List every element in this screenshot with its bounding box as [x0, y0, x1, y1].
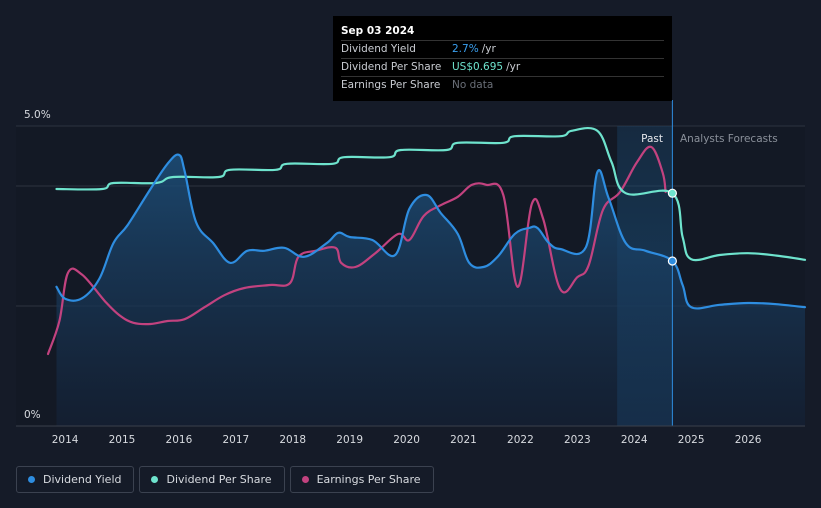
tooltip-date: Sep 03 2024	[341, 22, 664, 41]
forecast-label: Analysts Forecasts	[680, 133, 778, 145]
x-tick-label: 2014	[52, 434, 79, 446]
x-tick-label: 2024	[621, 434, 648, 446]
x-tick-label: 2021	[450, 434, 477, 446]
legend: Dividend Yield Dividend Per Share Earnin…	[16, 466, 434, 493]
x-tick-label: 2018	[279, 434, 306, 446]
current-value-marker	[667, 256, 677, 266]
tooltip-row-earnings-per-share: Earnings Per Share No data	[341, 77, 664, 94]
legend-item-dividend-yield[interactable]: Dividend Yield	[16, 466, 135, 493]
x-tick-label: 2025	[678, 434, 705, 446]
dividend-per-share-line	[55, 126, 807, 262]
legend-label: Dividend Per Share	[166, 473, 272, 486]
dividend-yield-line	[55, 153, 807, 310]
y-label-top: 5.0%	[24, 109, 51, 121]
tooltip-unit: /yr	[506, 61, 521, 73]
past-label: Past	[641, 133, 663, 145]
x-tick-label: 2026	[735, 434, 762, 446]
legend-dot-icon	[28, 476, 35, 483]
tooltip-row-dividend-per-share: Dividend Per Share US$0.695 /yr	[341, 59, 664, 77]
tooltip-row-dividend-yield: Dividend Yield 2.7% /yr	[341, 41, 664, 59]
tooltip-label: Dividend Yield	[341, 43, 416, 55]
x-tick-label: 2022	[507, 434, 534, 446]
x-tick-label: 2020	[393, 434, 420, 446]
legend-dot-icon	[301, 476, 309, 483]
x-tick-label: 2019	[336, 434, 363, 446]
legend-label: Earnings Per Share	[316, 473, 421, 486]
legend-dot-icon	[151, 476, 159, 483]
tooltip-label: Dividend Per Share	[341, 61, 442, 73]
tooltip-value: No data	[452, 79, 494, 91]
tooltip-value: US$0.695	[452, 61, 504, 73]
x-tick-label: 2015	[109, 434, 136, 446]
tooltip-label: Earnings Per Share	[341, 79, 441, 91]
x-tick-label: 2016	[166, 434, 193, 446]
x-tick-label: 2023	[564, 434, 591, 446]
legend-label: Dividend Yield	[43, 473, 122, 486]
legend-item-dividend-per-share[interactable]: Dividend Per Share	[139, 466, 285, 493]
earnings-per-share-line	[46, 145, 667, 356]
legend-item-earnings-per-share[interactable]: Earnings Per Share	[289, 466, 434, 493]
dividend-yield-area	[56, 154, 805, 426]
current-value-marker	[667, 188, 677, 198]
x-tick-label: 2017	[222, 434, 249, 446]
tooltip: Sep 03 2024 Dividend Yield 2.7% /yr Divi…	[333, 16, 672, 101]
tooltip-unit: /yr	[481, 43, 496, 55]
y-label-bottom: 0%	[24, 409, 41, 421]
tooltip-value: 2.7%	[452, 43, 479, 55]
